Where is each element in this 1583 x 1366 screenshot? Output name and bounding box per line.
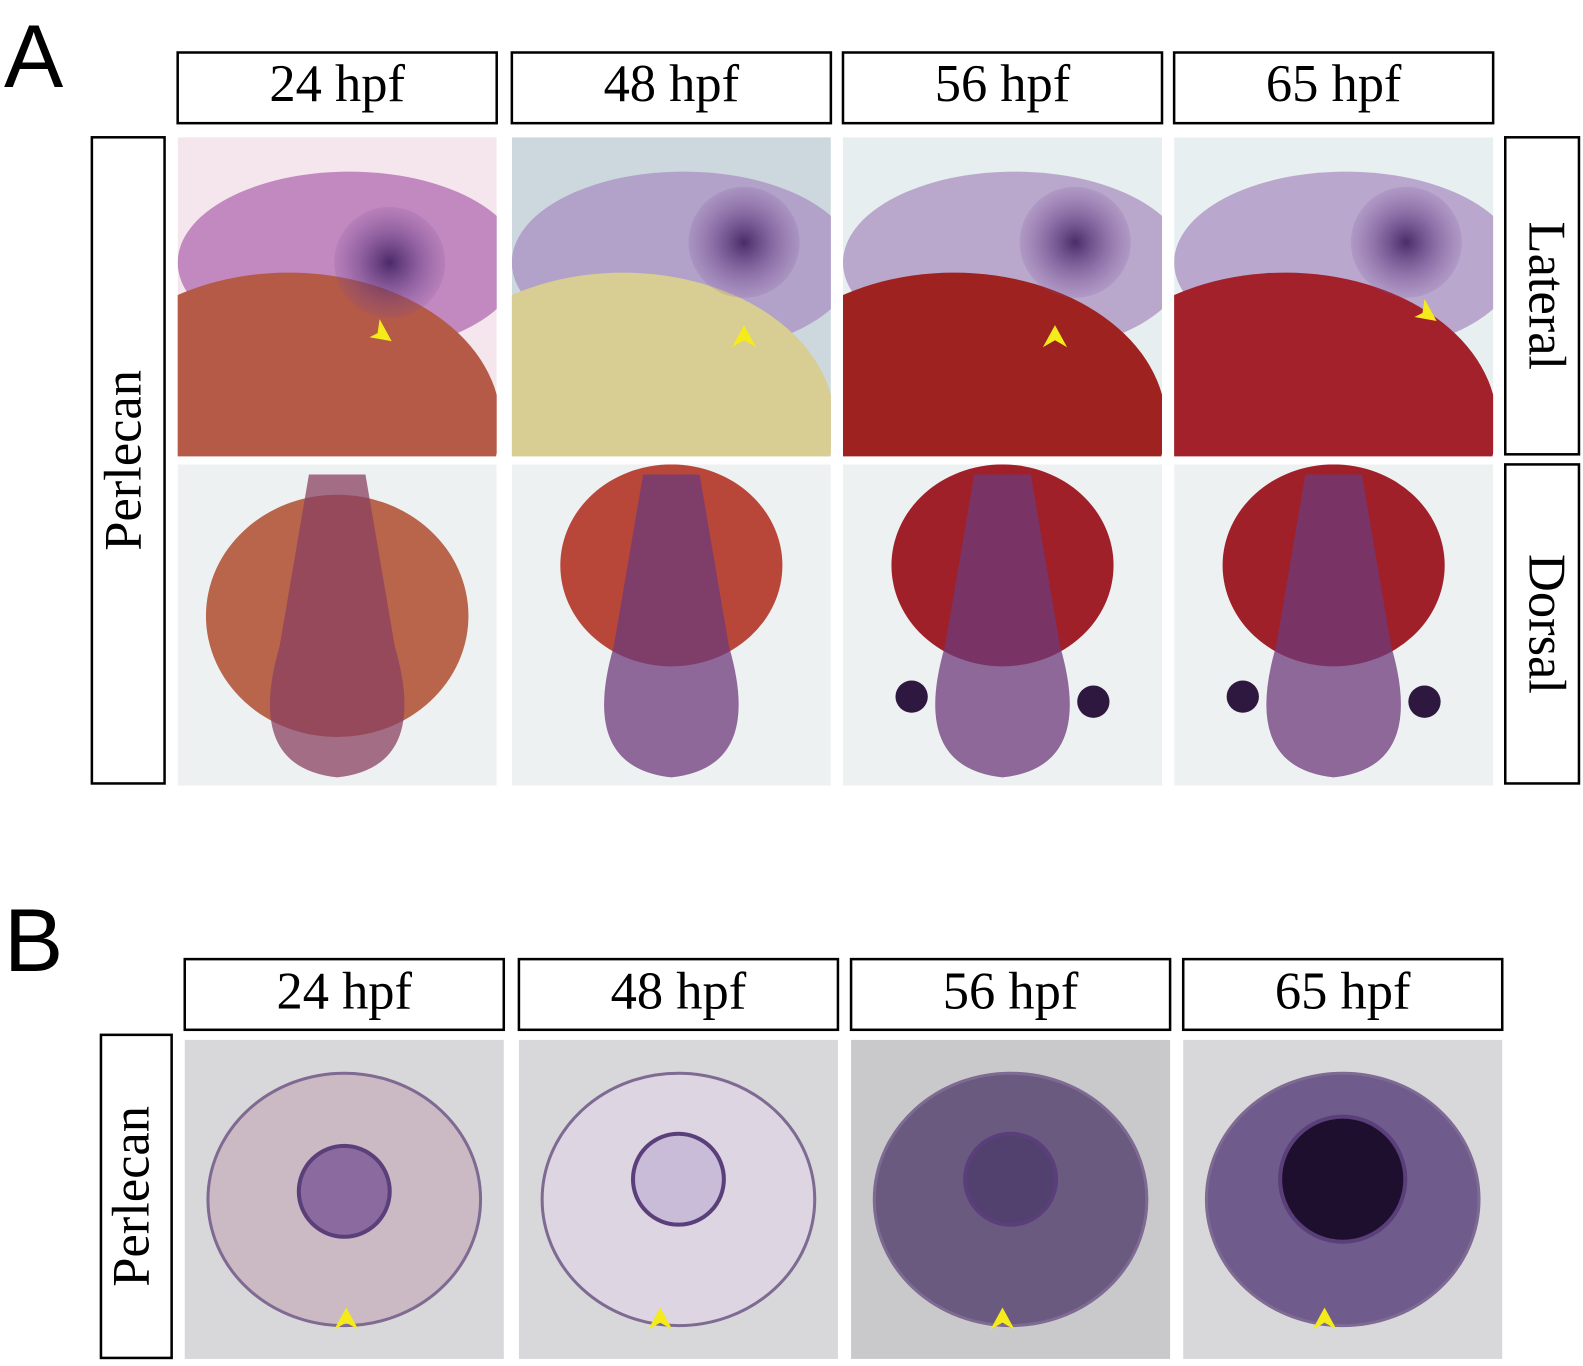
yolk: [511, 272, 831, 457]
column-label: 24 hpf: [269, 55, 405, 113]
header-box: [176, 51, 498, 125]
column-label: 24 hpf: [276, 963, 412, 1021]
image-content: [177, 137, 497, 457]
lateral-image: [1174, 137, 1494, 457]
column-label: 56 hpf: [935, 55, 1071, 113]
header-box: [1181, 957, 1504, 1032]
eye: [1226, 680, 1259, 713]
lens: [630, 1131, 726, 1227]
header-box: [841, 51, 1164, 125]
dorsal-image: [1174, 464, 1494, 786]
body: [269, 474, 405, 778]
arrowhead: [648, 1307, 673, 1330]
header-box: [849, 957, 1172, 1032]
view-label: Lateral: [1518, 222, 1576, 371]
arrowhead: [334, 1307, 359, 1330]
column-label: 48 hpf: [611, 963, 747, 1021]
eye: [1350, 186, 1462, 298]
yolk: [842, 272, 1163, 457]
header-box: [510, 51, 833, 125]
row-label: Perlecan: [94, 370, 152, 551]
yolk: [177, 272, 497, 457]
header-box: [1172, 51, 1495, 125]
arrowhead: [1042, 325, 1068, 348]
eye: [334, 206, 446, 319]
column-label: 65 hpf: [1266, 55, 1402, 113]
dorsal-image: [842, 464, 1163, 786]
lateral-image: [511, 137, 831, 457]
header-box: [183, 957, 506, 1032]
panel-label: A: [4, 7, 64, 106]
eye: [895, 680, 928, 713]
eye: [1408, 685, 1441, 718]
row-label: Perlecan: [102, 1106, 160, 1287]
yolk: [1174, 272, 1494, 457]
image-content: [511, 137, 831, 457]
arrowhead: [1414, 298, 1437, 322]
dorsal-image: [511, 464, 831, 786]
row-label-box: [99, 1033, 173, 1360]
column-label: 65 hpf: [1275, 963, 1411, 1021]
header-box: [517, 957, 840, 1032]
arrowhead: [369, 319, 392, 342]
dorsal-image: [177, 464, 497, 786]
row-label-box: [90, 136, 166, 785]
lateral-image: [177, 137, 497, 457]
eye: [1077, 685, 1110, 718]
image-content: [177, 464, 497, 786]
view-label-box: [1504, 136, 1581, 456]
body: [1266, 474, 1401, 778]
image-content: [842, 464, 1163, 786]
body: [604, 474, 739, 778]
lens: [963, 1131, 1059, 1227]
body: [935, 474, 1070, 778]
view-label: Dorsal: [1518, 554, 1576, 694]
image-content: [1174, 464, 1494, 786]
column-label: 48 hpf: [604, 55, 740, 113]
image-content: [511, 464, 831, 786]
arrowhead: [1312, 1307, 1337, 1330]
lens: [1278, 1114, 1408, 1244]
image-content: [1174, 137, 1494, 457]
eye: [688, 186, 800, 298]
lens: [296, 1143, 392, 1239]
image-content: [842, 137, 1163, 457]
panel-label: B: [4, 891, 63, 990]
eye: [1019, 186, 1131, 298]
column-label: 56 hpf: [943, 963, 1079, 1021]
view-label-box: [1504, 463, 1581, 785]
arrowhead: [731, 325, 757, 348]
lateral-image: [842, 137, 1163, 457]
arrowhead: [990, 1307, 1015, 1330]
